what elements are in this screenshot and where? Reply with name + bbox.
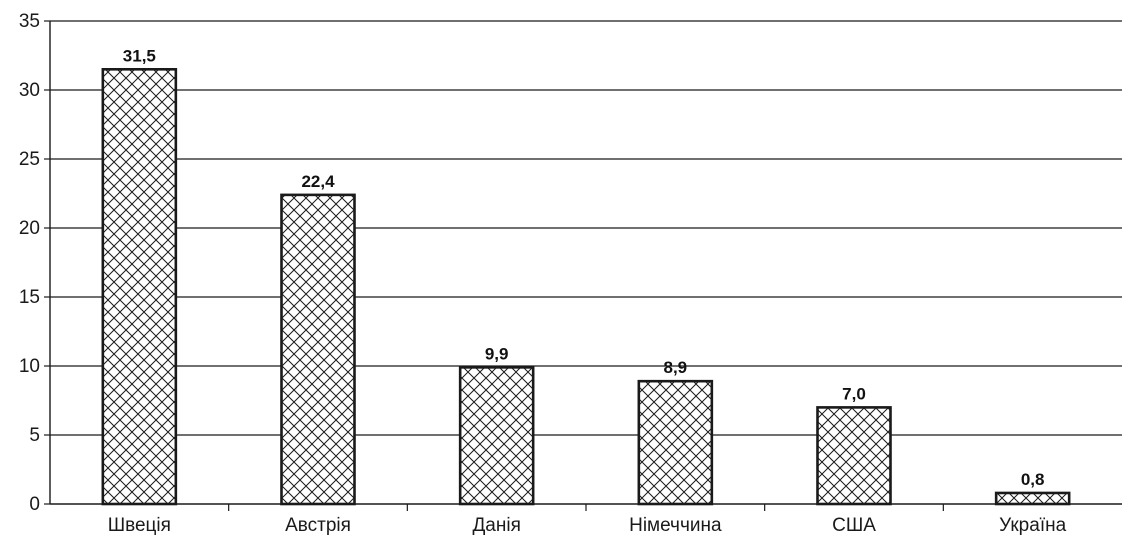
x-category-label: Німеччина	[629, 515, 722, 536]
x-category-label: Україна	[999, 515, 1066, 536]
y-tick-label: 10	[19, 356, 40, 377]
bar-2	[280, 193, 356, 506]
data-label: 7,0	[842, 384, 866, 403]
data-label: 9,9	[485, 344, 509, 363]
x-category-label: США	[832, 515, 876, 536]
bar-5	[816, 406, 892, 506]
data-label: 31,5	[123, 46, 156, 65]
y-tick-label: 20	[19, 218, 40, 239]
labels: 0 5 10 15 20 25 30 35 31,5 Швеція 22,4 Австрія 9,9 Да…	[19, 11, 1067, 536]
x-category-label: Швеція	[108, 515, 171, 536]
data-label: 0,8	[1021, 470, 1045, 489]
y-tick-label: 0	[29, 494, 40, 515]
bar-3	[458, 366, 535, 506]
x-category-label: Данія	[472, 515, 520, 536]
data-label: 8,9	[664, 358, 688, 377]
y-tick-label: 5	[29, 425, 40, 446]
x-category-label: Австрія	[285, 515, 351, 536]
y-tick-label: 35	[19, 11, 40, 32]
y-tick-label: 30	[19, 80, 40, 101]
bar-4	[637, 379, 714, 506]
bar-6	[994, 491, 1071, 506]
y-tick-label: 15	[19, 287, 40, 308]
data-label: 22,4	[301, 172, 335, 191]
y-tick-label: 25	[19, 149, 40, 170]
axes	[44, 20, 1122, 511]
bars	[101, 68, 1071, 506]
gridlines	[50, 20, 1122, 436]
bar-1	[101, 68, 178, 506]
